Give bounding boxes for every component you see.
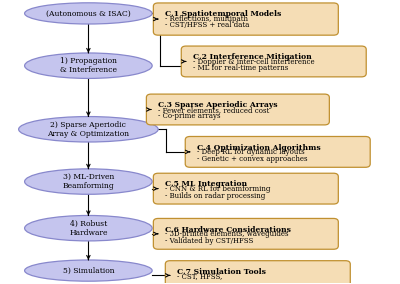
FancyBboxPatch shape [165, 261, 350, 284]
Text: 4) Robust
Hardware: 4) Robust Hardware [69, 220, 108, 237]
Text: C.4 Optimization Algorithms: C.4 Optimization Algorithms [197, 143, 321, 152]
Text: (Autonomous & ISAC): (Autonomous & ISAC) [46, 9, 131, 17]
FancyBboxPatch shape [181, 46, 366, 77]
Text: - Builds on radar processing: - Builds on radar processing [165, 192, 266, 200]
Text: - 3D-printed elements, waveguides: - 3D-printed elements, waveguides [165, 230, 289, 238]
Text: - CST, HFSS,: - CST, HFSS, [177, 273, 223, 281]
Text: C.6 Hardware Considerations: C.6 Hardware Considerations [165, 225, 291, 233]
FancyBboxPatch shape [185, 137, 370, 167]
Text: - CST/HFSS + real data: - CST/HFSS + real data [165, 21, 250, 29]
Text: - Reflections, multipath: - Reflections, multipath [165, 15, 248, 23]
Text: C.3 Sparse Aperiodic Arrays: C.3 Sparse Aperiodic Arrays [158, 101, 278, 109]
FancyBboxPatch shape [153, 218, 338, 249]
Text: - Deep RL for dynamic layouts: - Deep RL for dynamic layouts [197, 148, 305, 156]
Ellipse shape [25, 53, 152, 78]
Text: - Validated by CST/HFSS: - Validated by CST/HFSS [165, 237, 254, 245]
Ellipse shape [25, 260, 152, 281]
Text: C.1 Spatiotemporal Models: C.1 Spatiotemporal Models [165, 10, 282, 18]
Ellipse shape [25, 216, 152, 241]
Text: - Fewer elements, reduced cost: - Fewer elements, reduced cost [158, 106, 270, 114]
Text: C.5 ML Integration: C.5 ML Integration [165, 180, 248, 188]
FancyBboxPatch shape [153, 173, 338, 204]
FancyBboxPatch shape [146, 94, 329, 125]
Text: - Genetic + convex approaches: - Genetic + convex approaches [197, 155, 308, 163]
Ellipse shape [25, 3, 152, 24]
Text: - Co-prime arrays: - Co-prime arrays [158, 112, 221, 120]
Ellipse shape [19, 116, 158, 142]
Text: 5) Simulation: 5) Simulation [62, 267, 114, 275]
Ellipse shape [25, 169, 152, 194]
Text: C.2 Interference Mitigation: C.2 Interference Mitigation [193, 53, 312, 61]
Text: - ML for real-time patterns: - ML for real-time patterns [193, 64, 288, 72]
Text: - Doppler & inter-cell interference: - Doppler & inter-cell interference [193, 58, 315, 66]
Text: - CNN & RL for beamforming: - CNN & RL for beamforming [165, 185, 271, 193]
Text: C.7 Simulation Tools: C.7 Simulation Tools [177, 268, 266, 276]
Text: 1) Propagation
& Interference: 1) Propagation & Interference [60, 57, 117, 74]
FancyBboxPatch shape [153, 3, 338, 35]
Text: 3) ML-Driven
Beamforming: 3) ML-Driven Beamforming [62, 173, 114, 190]
Text: 2) Sparse Aperiodic
Array & Optimization: 2) Sparse Aperiodic Array & Optimization [47, 121, 130, 138]
